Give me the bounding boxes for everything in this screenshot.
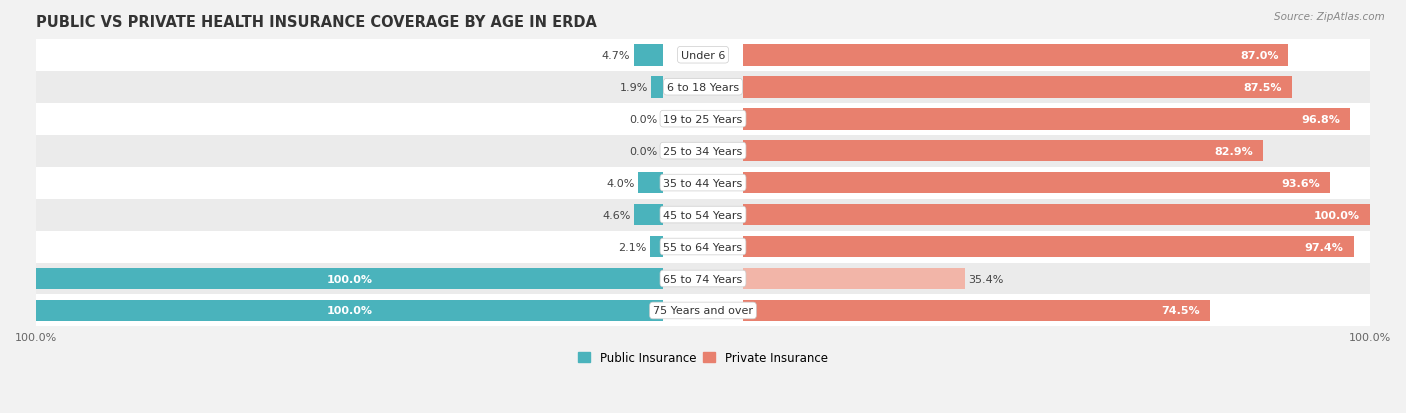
Bar [37,268,664,290]
Text: 55 to 64 Years: 55 to 64 Years [664,242,742,252]
Text: Source: ZipAtlas.com: Source: ZipAtlas.com [1274,12,1385,22]
Bar [638,172,664,194]
Text: 75 Years and over: 75 Years and over [652,306,754,316]
Text: 97.4%: 97.4% [1305,242,1344,252]
Text: 4.0%: 4.0% [606,178,634,188]
Bar [742,140,1263,162]
Text: 4.6%: 4.6% [602,210,631,220]
Bar [37,231,1369,263]
Text: 87.5%: 87.5% [1243,83,1281,93]
Bar [37,103,1369,135]
Text: 1.9%: 1.9% [620,83,648,93]
Bar [37,135,1369,167]
Text: 96.8%: 96.8% [1301,114,1340,124]
Text: 100.0%: 100.0% [326,274,373,284]
Text: 100.0%: 100.0% [326,306,373,316]
Bar [37,295,1369,327]
Bar [650,236,664,258]
Text: 0.0%: 0.0% [630,146,658,156]
Text: 35.4%: 35.4% [969,274,1004,284]
Text: Under 6: Under 6 [681,50,725,61]
Text: 6 to 18 Years: 6 to 18 Years [666,83,740,93]
Text: 74.5%: 74.5% [1161,306,1201,316]
Bar [742,268,965,290]
Bar [37,199,1369,231]
Text: 19 to 25 Years: 19 to 25 Years [664,114,742,124]
Bar [37,71,1369,103]
Bar [37,167,1369,199]
Bar [742,236,1354,258]
Bar [742,204,1369,226]
Text: 82.9%: 82.9% [1213,146,1253,156]
Text: PUBLIC VS PRIVATE HEALTH INSURANCE COVERAGE BY AGE IN ERDA: PUBLIC VS PRIVATE HEALTH INSURANCE COVER… [37,15,598,30]
Bar [634,204,664,226]
Text: 2.1%: 2.1% [619,242,647,252]
Bar [742,300,1211,322]
Bar [742,45,1288,66]
Bar [37,263,1369,295]
Text: 0.0%: 0.0% [630,114,658,124]
Text: 25 to 34 Years: 25 to 34 Years [664,146,742,156]
Text: 35 to 44 Years: 35 to 44 Years [664,178,742,188]
Bar [742,172,1330,194]
Legend: Public Insurance, Private Insurance: Public Insurance, Private Insurance [574,347,832,369]
Bar [37,300,664,322]
Bar [742,77,1292,98]
Bar [634,45,664,66]
Text: 100.0%: 100.0% [1313,210,1360,220]
Text: 4.7%: 4.7% [602,50,630,61]
Bar [37,40,1369,71]
Bar [742,109,1350,130]
Bar [651,77,664,98]
Text: 45 to 54 Years: 45 to 54 Years [664,210,742,220]
Text: 93.6%: 93.6% [1281,178,1320,188]
Text: 87.0%: 87.0% [1240,50,1278,61]
Text: 65 to 74 Years: 65 to 74 Years [664,274,742,284]
